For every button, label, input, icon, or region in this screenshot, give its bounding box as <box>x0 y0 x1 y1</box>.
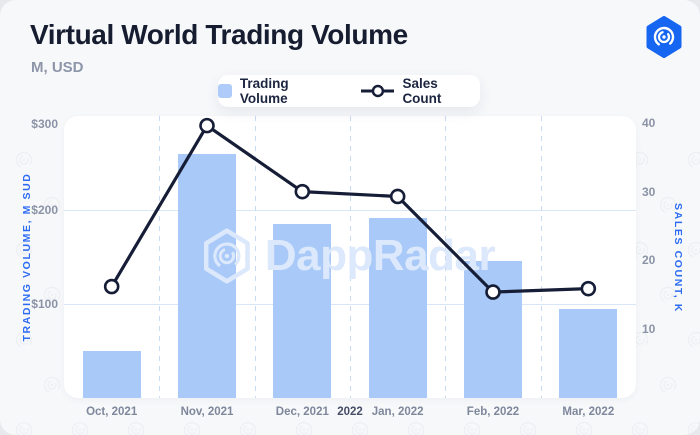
line-point-dec-2021[interactable] <box>294 183 311 200</box>
y-axis-left-tick-100: $100 <box>31 297 58 311</box>
left-axis-title: TRADING VOLUME, M SUD <box>21 172 33 342</box>
dappradar-ghost-icon <box>631 421 649 435</box>
page-title: Virtual World Trading Volume <box>30 19 408 50</box>
dappradar-ghost-icon <box>15 151 33 169</box>
x-axis-label-feb-2022: Feb, 2022 <box>466 406 520 418</box>
dappradar-ghost-icon <box>687 241 700 259</box>
gridline-vertical-dashed-1 <box>159 116 161 398</box>
y-axis-right-tick-40: 40 <box>642 115 656 130</box>
bar-jan-2022[interactable] <box>368 217 427 398</box>
dappradar-ghost-icon <box>519 421 537 435</box>
chart-units-subtitle: M, USD <box>31 59 84 76</box>
gridline-vertical-dashed-2 <box>254 116 256 398</box>
x-axis-label-nov-2021: Nov, 2021 <box>180 406 234 418</box>
x-axis-label-oct-2021: Oct, 2021 <box>86 406 138 418</box>
gridline-vertical-dashed-5 <box>540 116 542 398</box>
y-axis-right-tick-20: 20 <box>642 253 656 268</box>
dappradar-logo-icon[interactable] <box>645 16 683 58</box>
y-axis-left-tick-200: $200 <box>31 203 58 217</box>
dappradar-ghost-icon <box>687 421 700 435</box>
bar-feb-2022[interactable] <box>464 260 522 398</box>
line-marker-icon <box>360 84 395 98</box>
gridline-vertical-dashed-4 <box>445 116 447 398</box>
dappradar-ghost-icon <box>43 376 61 394</box>
x-axis-label-mar-2022: Mar, 2022 <box>562 406 615 418</box>
sales-count-line-layer <box>103 117 597 300</box>
dappradar-ghost-icon <box>239 421 257 435</box>
legend-item-trading-volume[interactable]: Trading Volume <box>218 76 340 106</box>
dappradar-ghost-icon <box>183 421 201 435</box>
y-axis-left-tick-300: $300 <box>31 117 58 131</box>
dappradar-ghost-icon <box>687 331 700 349</box>
sales-count-line <box>110 124 590 294</box>
line-point-nov-2021[interactable] <box>199 117 215 134</box>
dappradar-ghost-icon <box>463 421 481 435</box>
x-axis-year-divider-label: 2022 <box>337 406 363 418</box>
plot-area: DappRadar <box>64 116 636 398</box>
dappradar-ghost-icon <box>407 421 425 435</box>
line-point-feb-2022[interactable] <box>485 284 501 300</box>
line-point-oct-2021[interactable] <box>103 278 120 295</box>
bar-oct-2021[interactable] <box>82 351 141 398</box>
dappradar-ghost-icon <box>659 376 677 394</box>
legend-label: Trading Volume <box>239 76 289 106</box>
x-axis-label-jan-2022: Jan, 2022 <box>371 406 424 418</box>
legend-item-sales-count[interactable]: Sales Count <box>360 76 480 106</box>
bar-swatch-icon <box>218 84 232 98</box>
dappradar-ghost-icon <box>71 421 89 435</box>
legend-label: Sales Count <box>402 76 442 106</box>
gridline-vertical-dashed-3 <box>350 116 351 398</box>
dappradar-ghost-icon <box>127 421 145 435</box>
x-axis-label-dec-2021: Dec, 2021 <box>275 406 329 418</box>
dappradar-ghost-icon <box>575 421 593 435</box>
y-axis-right-tick-10: 10 <box>642 322 656 337</box>
dappradar-ghost-icon <box>15 421 33 435</box>
chart-legend: Trading Volume Sales Count <box>218 75 480 107</box>
bar-mar-2022[interactable] <box>559 308 618 398</box>
dappradar-ghost-icon <box>687 151 700 169</box>
line-point-mar-2022[interactable] <box>580 280 597 297</box>
line-point-jan-2022[interactable] <box>389 188 406 205</box>
dappradar-ghost-icon <box>295 421 313 435</box>
dappradar-ghost-icon <box>351 421 369 435</box>
y-axis-right-tick-30: 30 <box>642 184 656 199</box>
bar-dec-2021[interactable] <box>273 224 332 398</box>
